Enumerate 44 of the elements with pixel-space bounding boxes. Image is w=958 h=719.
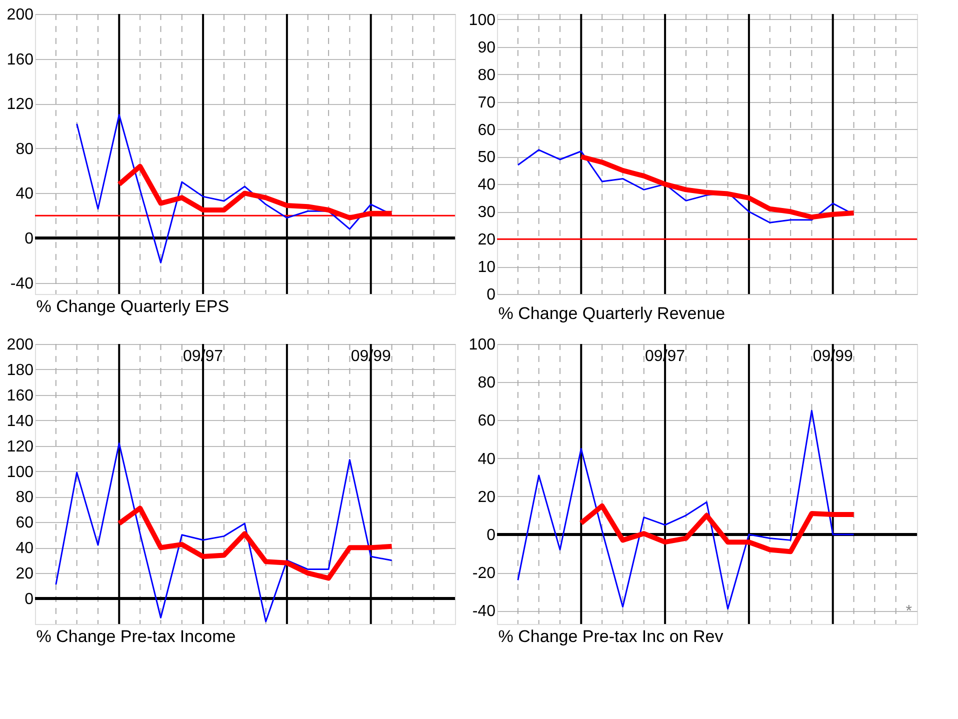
y-tick-label: 60 (478, 412, 496, 430)
y-tick-label: 60 (16, 514, 34, 532)
y-tick-label: 0 (24, 230, 34, 248)
y-tick-label: 80 (16, 489, 34, 506)
y-tick-label: 20 (478, 232, 496, 249)
text: % Change Pre-tax Inc on Rev (498, 627, 724, 646)
y-tick-label: 80 (478, 66, 496, 84)
y-tick-label: 20 (478, 488, 496, 506)
y-tick-label: 180 (6, 362, 34, 379)
y-tick-label: 40 (478, 176, 496, 194)
line-series (55, 442, 393, 622)
y-tick-label: -40 (472, 603, 496, 620)
y-tick-label: 200 (6, 6, 34, 24)
text: % Change Quarterly EPS (36, 297, 230, 316)
y-tick-label: 140 (6, 412, 34, 430)
y-tick-label: 10 (478, 259, 496, 276)
y-tick-label: 100 (468, 12, 496, 29)
y-tick-label: 0 (486, 526, 496, 544)
annotation: * (906, 603, 912, 620)
y-tick-label: 0 (24, 591, 34, 608)
y-tick-label: 60 (478, 122, 496, 139)
y-tick-label: 20 (16, 566, 34, 583)
y-tick-label: 100 (468, 336, 496, 354)
y-tick-label: 80 (16, 140, 34, 158)
line-series (517, 410, 855, 610)
y-tick-label: 80 (478, 374, 496, 392)
y-tick-label: 200 (6, 336, 34, 354)
y-tick-label: 0 (486, 286, 496, 304)
y-tick-label: 40 (16, 540, 34, 558)
y-tick-label: 40 (478, 450, 496, 468)
y-tick-label: 160 (6, 51, 34, 68)
y-tick-label: 40 (16, 186, 34, 203)
text: % Change Quarterly Revenue (498, 304, 726, 323)
y-tick-label: 90 (478, 39, 496, 56)
y-tick-label: -40 (10, 275, 34, 292)
y-tick-label: 120 (6, 438, 34, 456)
y-tick-label: 70 (478, 94, 496, 112)
text: % Change Pre-tax Income (36, 627, 236, 646)
y-tick-label: 160 (6, 387, 34, 404)
y-tick-label: 50 (478, 149, 496, 166)
y-tick-label: 120 (6, 96, 34, 114)
y-tick-label: 100 (6, 464, 34, 481)
y-tick-label: -20 (472, 565, 496, 582)
y-tick-label: 30 (478, 204, 496, 222)
